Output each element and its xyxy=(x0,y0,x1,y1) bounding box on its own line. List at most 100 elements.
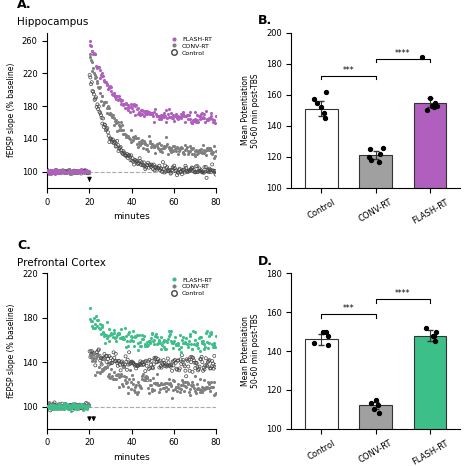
Point xyxy=(85,170,93,177)
Point xyxy=(319,328,327,336)
Point xyxy=(87,353,95,360)
Point xyxy=(181,378,189,385)
Point xyxy=(103,319,111,326)
Point xyxy=(171,356,179,363)
Point xyxy=(159,384,167,392)
Point xyxy=(78,404,86,412)
Point xyxy=(133,362,141,369)
Point xyxy=(98,92,105,100)
Point xyxy=(100,330,108,337)
Point xyxy=(193,363,201,371)
Point xyxy=(196,348,204,355)
Point xyxy=(156,340,164,347)
Point xyxy=(127,126,134,134)
Point xyxy=(164,141,171,148)
Point xyxy=(114,118,122,126)
Point xyxy=(175,113,183,120)
Point xyxy=(124,101,131,109)
Point xyxy=(82,169,90,176)
Point xyxy=(430,332,438,339)
Point xyxy=(61,402,69,409)
Point xyxy=(148,109,156,116)
Point xyxy=(110,139,118,147)
Point xyxy=(173,388,181,395)
Point xyxy=(113,337,120,344)
Point xyxy=(90,355,97,363)
Point xyxy=(128,138,135,145)
Point xyxy=(141,107,148,114)
Point xyxy=(90,88,97,96)
Point xyxy=(93,369,100,376)
Point xyxy=(105,361,112,368)
Point xyxy=(82,167,89,175)
Point xyxy=(82,168,89,176)
Point xyxy=(182,334,190,341)
Point xyxy=(48,169,56,177)
Point xyxy=(144,147,152,155)
Point xyxy=(182,383,189,390)
Point xyxy=(46,403,53,411)
Point xyxy=(190,166,198,174)
Bar xyxy=(305,339,337,466)
Point xyxy=(56,402,64,409)
Point xyxy=(179,378,186,386)
Point xyxy=(138,359,146,367)
Point xyxy=(102,78,109,86)
Point xyxy=(196,167,204,175)
Point xyxy=(70,403,78,411)
Point xyxy=(191,372,199,379)
Point xyxy=(108,374,115,381)
Point xyxy=(110,121,118,129)
Point xyxy=(182,372,190,380)
Point xyxy=(67,403,74,411)
Point xyxy=(77,168,84,175)
Point xyxy=(164,110,172,118)
Point xyxy=(132,381,140,389)
Point xyxy=(95,324,102,332)
Point xyxy=(97,71,105,79)
Point xyxy=(68,166,76,174)
Point xyxy=(163,388,170,395)
Point xyxy=(77,168,85,175)
Point xyxy=(110,375,118,383)
Point xyxy=(201,150,208,157)
Point xyxy=(178,336,186,344)
Point xyxy=(48,166,55,173)
Point xyxy=(124,154,131,162)
Point xyxy=(153,358,160,366)
Point xyxy=(119,150,127,158)
Point xyxy=(71,167,79,175)
Point xyxy=(144,384,152,391)
Y-axis label: Mean Potentiation
50-60 min post-TBS: Mean Potentiation 50-60 min post-TBS xyxy=(241,314,260,388)
Point xyxy=(187,330,194,338)
Point xyxy=(54,169,62,177)
Point xyxy=(118,335,125,342)
Point xyxy=(93,317,100,324)
Point xyxy=(146,110,154,118)
Point xyxy=(95,103,102,110)
Point xyxy=(55,169,63,177)
Point xyxy=(131,111,138,119)
Point xyxy=(83,167,91,175)
Point xyxy=(54,168,62,176)
Point xyxy=(129,381,137,388)
Point xyxy=(114,370,122,377)
Point xyxy=(190,116,197,124)
Text: ***: *** xyxy=(343,66,354,75)
Point xyxy=(158,380,166,388)
Point xyxy=(165,144,173,151)
Point xyxy=(129,107,137,115)
Point xyxy=(162,106,170,114)
Point xyxy=(100,98,108,105)
Point xyxy=(180,356,187,364)
Point xyxy=(134,134,141,142)
Point xyxy=(137,161,145,169)
Point xyxy=(87,42,95,49)
Point xyxy=(174,150,182,158)
Point xyxy=(206,146,213,153)
Point xyxy=(130,360,138,368)
Point xyxy=(51,403,59,411)
Point xyxy=(129,133,137,141)
Point xyxy=(124,356,131,363)
Point xyxy=(82,404,89,411)
